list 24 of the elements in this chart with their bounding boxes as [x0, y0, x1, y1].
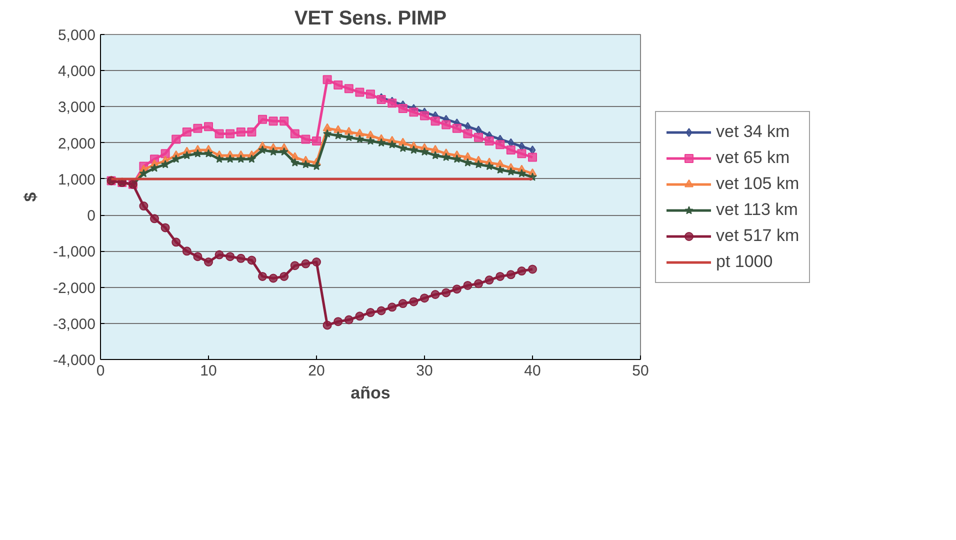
y-tick-label: -3,000	[52, 316, 96, 333]
legend-label: vet 65 km	[716, 148, 790, 168]
y-tick-label: 4,000	[58, 63, 96, 80]
legend-label: pt 1000	[716, 252, 773, 272]
legend-label: vet 34 km	[716, 122, 790, 142]
x-tick-label: 40	[524, 362, 541, 380]
y-tick-label: -2,000	[52, 280, 96, 297]
y-tick-label: -1,000	[52, 244, 96, 261]
legend-label: vet 517 km	[716, 226, 800, 246]
y-tick-label: -4,000	[52, 352, 96, 369]
y-axis-title: $	[20, 192, 40, 202]
x-tick-label: 50	[632, 362, 649, 380]
x-axis-title: años	[350, 384, 390, 402]
y-tick-label: 3,000	[58, 99, 96, 116]
x-tick-label: 10	[200, 362, 217, 380]
y-tick-label: 5,000	[58, 27, 96, 44]
x-tick-label: 30	[416, 362, 433, 380]
legend-label: vet 113 km	[716, 200, 798, 220]
chart-title: VET Sens. PIMP	[294, 8, 447, 30]
x-tick-label: 20	[308, 362, 325, 380]
y-tick-label: 0	[87, 208, 96, 225]
legend-label: vet 105 km	[716, 174, 800, 194]
y-tick-label: 1,000	[58, 171, 96, 188]
y-tick-label: 2,000	[58, 135, 96, 152]
